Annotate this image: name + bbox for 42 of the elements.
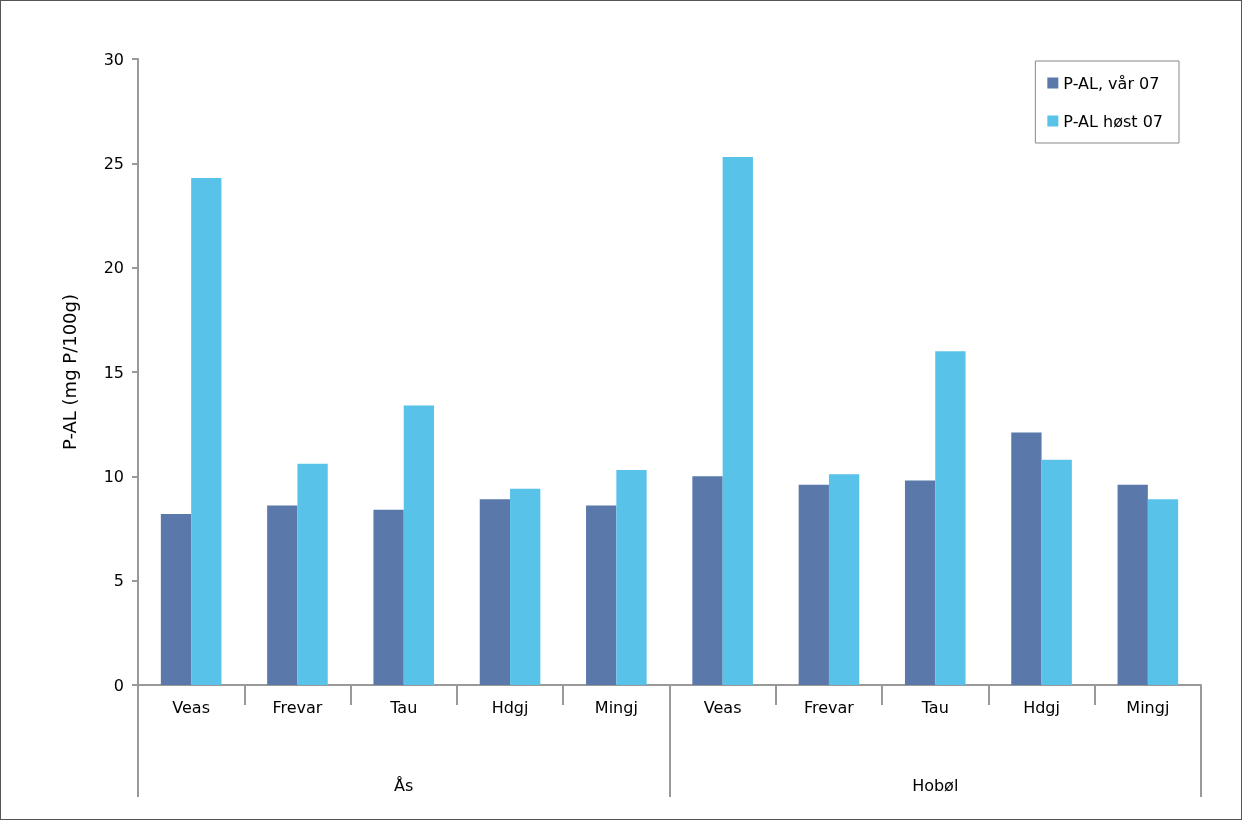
x-tick-label: Mingj [594, 697, 638, 717]
bar [1041, 459, 1072, 685]
y-axis-title: P-AL (mg P/100g) [58, 293, 80, 451]
legend-label: P-AL høst 07 [1063, 111, 1164, 131]
bar [510, 488, 541, 685]
bar [904, 480, 936, 685]
bar [373, 509, 404, 685]
bar [722, 157, 753, 685]
bar [692, 476, 723, 685]
bar [1117, 484, 1148, 685]
y-tick-label: 20 [103, 258, 124, 278]
bar [297, 463, 328, 685]
y-tick-label: 5 [113, 571, 124, 591]
x-tick-label: Frevar [803, 697, 855, 717]
y-tick-label: 0 [113, 675, 124, 695]
x-tick-label: Tau [920, 697, 949, 717]
x-tick-label: Hdgj [491, 697, 529, 717]
bar [479, 499, 511, 685]
bar [1147, 499, 1179, 685]
bar [616, 470, 647, 685]
y-tick-label: 10 [103, 466, 124, 486]
x-tick-label: Hdgj [1023, 697, 1060, 717]
y-tick-label: 15 [103, 362, 124, 382]
x-tick-label: Tau [389, 697, 418, 717]
x-tick-label: Veas [172, 697, 210, 717]
legend-label: P-AL, vår 07 [1063, 73, 1160, 93]
y-tick-label: 25 [103, 153, 124, 173]
x-tick-label: Veas [703, 697, 742, 717]
bar [267, 505, 298, 685]
bar [586, 505, 617, 685]
bar [935, 351, 966, 685]
bar [191, 177, 222, 685]
bar [403, 405, 435, 685]
bar [798, 484, 829, 685]
y-tick-label: 30 [103, 49, 124, 69]
bar [160, 513, 192, 685]
text: Hobøl [912, 775, 959, 795]
x-tick-label: Mingj [1126, 697, 1170, 717]
bar [1011, 432, 1042, 685]
bar [828, 474, 860, 685]
x-tick-label: Frevar [272, 697, 323, 717]
text: Ås [394, 775, 414, 795]
